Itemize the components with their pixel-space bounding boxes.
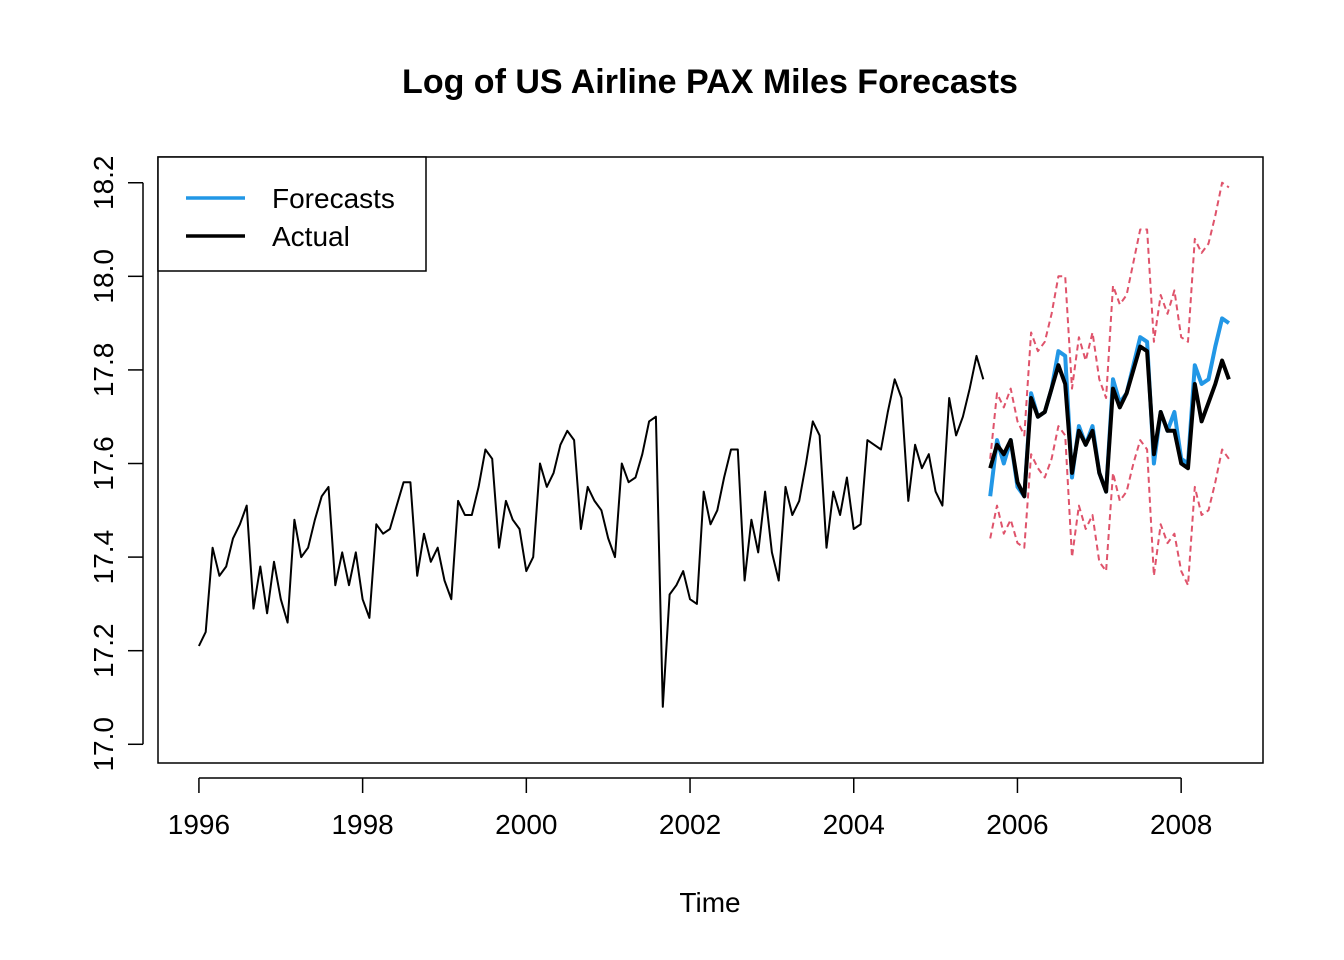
y-tick-label: 17.8 bbox=[88, 343, 119, 398]
y-tick-label: 18.0 bbox=[88, 249, 119, 304]
y-axis: 17.0 17.2 17.4 17.6 17.8 18.0 18.2 bbox=[88, 155, 144, 772]
y-tick-label: 17.6 bbox=[88, 436, 119, 491]
legend-label-forecasts: Forecasts bbox=[272, 183, 395, 214]
y-tick-label: 17.4 bbox=[88, 530, 119, 585]
legend: Forecasts Actual bbox=[157, 156, 427, 272]
legend-box bbox=[157, 156, 427, 272]
y-tick-label: 17.2 bbox=[88, 623, 119, 678]
x-tick-label: 2000 bbox=[495, 809, 557, 840]
history-line bbox=[198, 354, 985, 708]
x-tick-label: 2004 bbox=[823, 809, 885, 840]
lower-interval-line bbox=[989, 425, 1230, 587]
x-tick-label: 1996 bbox=[168, 809, 230, 840]
x-tick-label: 2006 bbox=[986, 809, 1048, 840]
y-tick-label: 17.0 bbox=[88, 717, 119, 772]
legend-label-actual: Actual bbox=[272, 221, 350, 252]
x-tick-label: 2008 bbox=[1150, 809, 1212, 840]
upper-interval-line bbox=[989, 181, 1230, 459]
chart-title: Log of US Airline PAX Miles Forecasts bbox=[402, 63, 1018, 101]
actual-line bbox=[988, 344, 1231, 499]
x-tick-label: 2002 bbox=[659, 809, 721, 840]
y-tick-label: 18.2 bbox=[88, 155, 119, 210]
x-tick-label: 1998 bbox=[331, 809, 393, 840]
x-axis-label: Time bbox=[679, 887, 740, 918]
x-axis: 1996 1998 2000 2002 2004 2006 2008 bbox=[168, 777, 1212, 840]
plot-area bbox=[198, 181, 1231, 708]
plot-frame bbox=[157, 156, 1264, 764]
